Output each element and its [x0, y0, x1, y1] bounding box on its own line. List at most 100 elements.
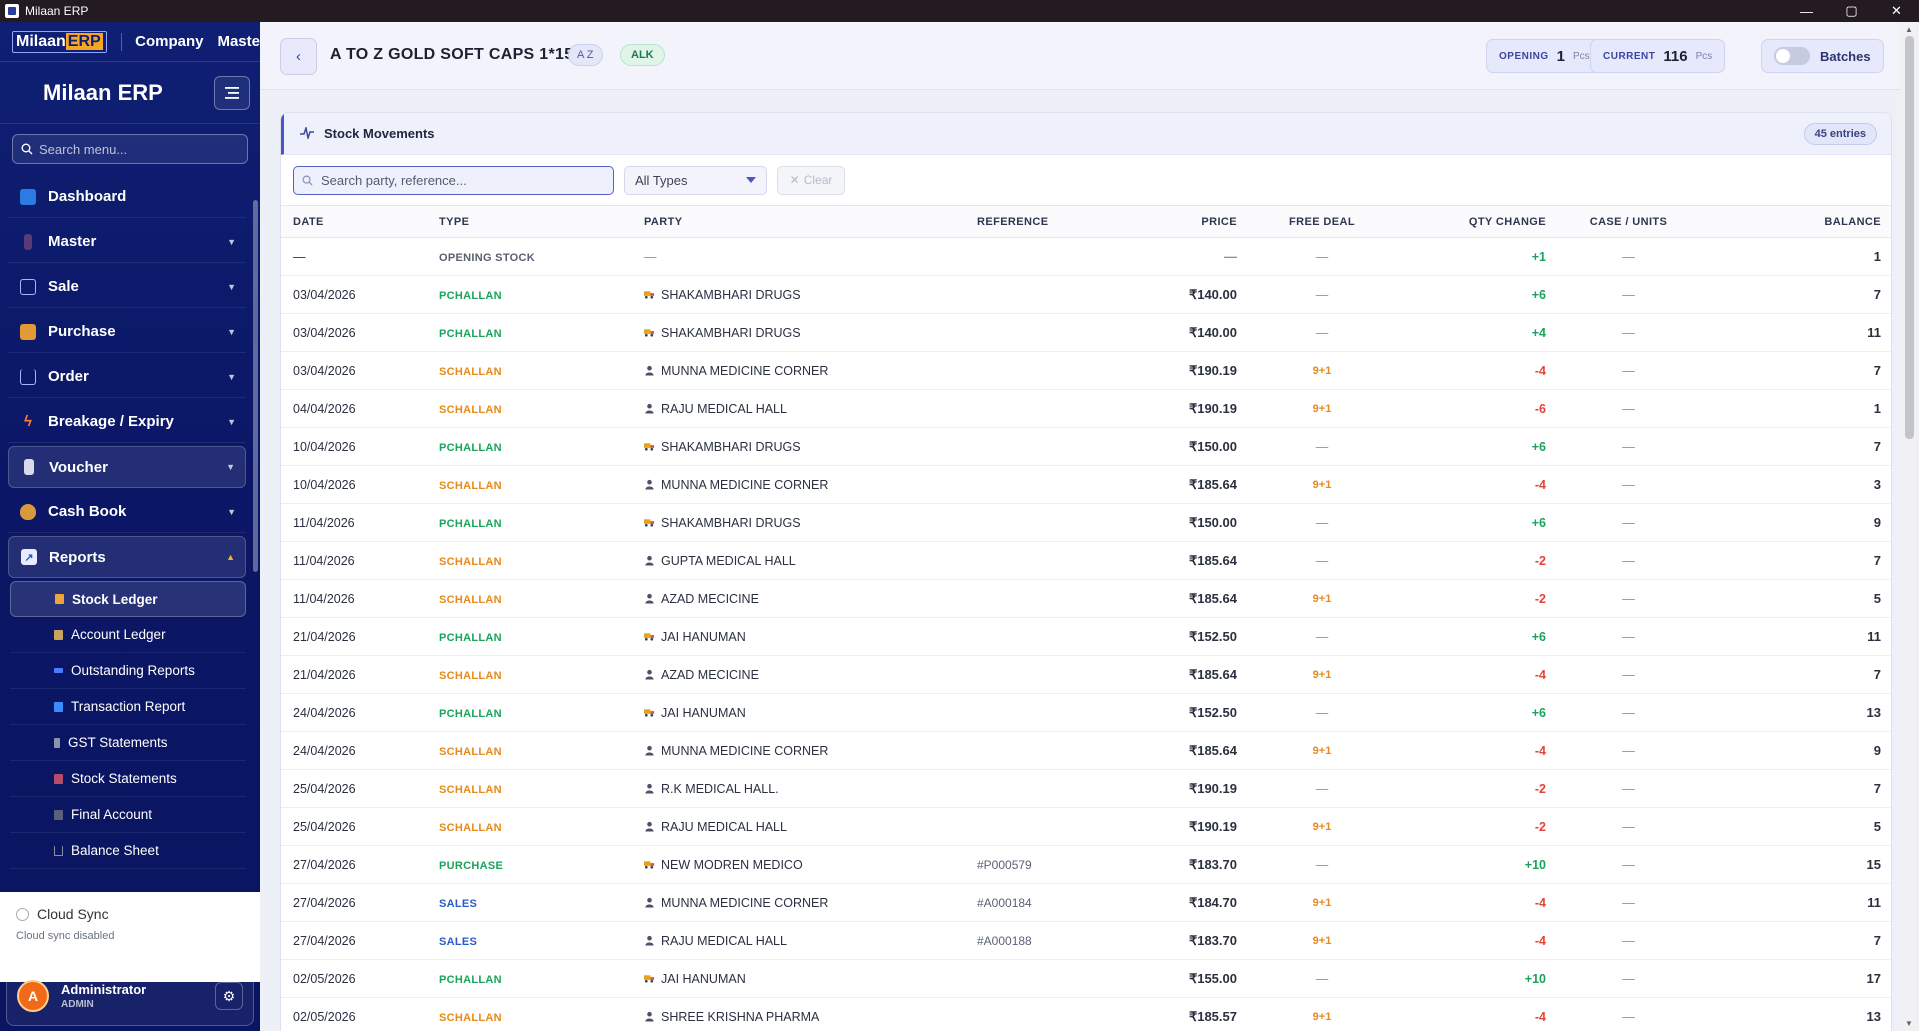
- user-profile[interactable]: A Administrator ADMIN ⚙: [6, 966, 254, 1026]
- table-row[interactable]: 25/04/2026 SCHALLAN R.K MEDICAL HALL. ₹190.…: [281, 769, 1891, 808]
- cell-reference[interactable]: #P000579: [977, 845, 1117, 884]
- table-row[interactable]: 10/04/2026 PCHALLAN SHAKAMBHARI DRUGS ₹150.…: [281, 427, 1891, 466]
- cell-reference[interactable]: [977, 313, 1117, 352]
- table-row[interactable]: 11/04/2026 SCHALLAN GUPTA MEDICAL HALL ₹185…: [281, 541, 1891, 580]
- table-row[interactable]: 03/04/2026 PCHALLAN SHAKAMBHARI DRUGS ₹140.…: [281, 313, 1891, 352]
- cell-case-units: —: [1546, 541, 1711, 580]
- maximize-button[interactable]: ▢: [1845, 3, 1858, 18]
- table-row[interactable]: 02/05/2026 PCHALLAN JAI HANUMAN ₹155.00— +10…: [281, 959, 1891, 998]
- cloud-sync-panel: Cloud Sync Cloud sync disabled: [0, 892, 260, 982]
- back-button[interactable]: ‹: [280, 38, 317, 75]
- column-header-price[interactable]: PRICE: [1117, 205, 1237, 238]
- cell-balance: 7: [1711, 655, 1891, 694]
- page-scrollbar[interactable]: ▲ ▼: [1900, 22, 1919, 1031]
- cell-reference[interactable]: [977, 617, 1117, 656]
- cell-reference[interactable]: [977, 693, 1117, 732]
- sidebar-item-order[interactable]: Order ▼: [8, 356, 246, 398]
- cloud-sync-radio[interactable]: [16, 907, 29, 921]
- gear-icon[interactable]: ⚙: [215, 982, 243, 1010]
- sidebar-item-cash-book[interactable]: Cash Book ▼: [8, 491, 246, 533]
- table-row[interactable]: 27/04/2026 SALES MUNNA MEDICINE CORNER #A00…: [281, 883, 1891, 922]
- toggle-switch[interactable]: [1774, 47, 1810, 65]
- sidebar-item-reports[interactable]: ↗ Reports ▲: [8, 536, 246, 578]
- topnav-company[interactable]: Company: [135, 33, 204, 50]
- sidebar-scrollbar[interactable]: [253, 200, 258, 572]
- sidebar-search-input[interactable]: [39, 141, 239, 157]
- column-header-qty-change[interactable]: QTY CHANGE: [1407, 205, 1546, 238]
- table-row[interactable]: 04/04/2026 SCHALLAN RAJU MEDICAL HALL ₹190.…: [281, 389, 1891, 428]
- cell-reference[interactable]: [977, 997, 1117, 1031]
- app-logo[interactable]: Milaan ERP: [12, 30, 107, 53]
- scroll-up-icon[interactable]: ▲: [1905, 25, 1913, 34]
- cell-reference[interactable]: [977, 389, 1117, 428]
- cell-reference[interactable]: [977, 579, 1117, 618]
- batches-toggle[interactable]: Batches: [1761, 39, 1884, 73]
- cell-reference[interactable]: [977, 807, 1117, 846]
- sidebar-item-dashboard[interactable]: Dashboard: [8, 176, 246, 218]
- table-row[interactable]: 10/04/2026 SCHALLAN MUNNA MEDICINE CORNER ₹…: [281, 465, 1891, 504]
- table-row[interactable]: 11/04/2026 SCHALLAN AZAD MECICINE ₹185.64 9+…: [281, 579, 1891, 618]
- sidebar-subitem-final-account[interactable]: Final Account: [10, 797, 246, 833]
- person-icon: [645, 821, 654, 832]
- clear-button[interactable]: ✕ Clear: [777, 165, 845, 195]
- table-row[interactable]: 27/04/2026 PURCHASE NEW MODREN MEDICO #P000…: [281, 845, 1891, 884]
- column-header-party[interactable]: PARTY: [644, 205, 977, 238]
- cell-type: PCHALLAN: [439, 427, 644, 466]
- cell-reference[interactable]: [977, 769, 1117, 808]
- table-row[interactable]: 24/04/2026 SCHALLAN MUNNA MEDICINE CORNER ₹…: [281, 731, 1891, 770]
- close-button[interactable]: ✕: [1891, 3, 1902, 18]
- table-row[interactable]: 03/04/2026 SCHALLAN MUNNA MEDICINE CORNER ₹…: [281, 351, 1891, 390]
- sidebar-subitem-gst-statements[interactable]: GST Statements: [10, 725, 246, 761]
- table-row[interactable]: 02/05/2026 SCHALLAN SHREE KRISHNA PHARMA ₹1…: [281, 997, 1891, 1031]
- sidebar-subitem-stock-ledger[interactable]: Stock Ledger: [10, 581, 246, 617]
- cell-reference[interactable]: [977, 465, 1117, 504]
- type-badge: PCHALLAN: [439, 973, 502, 986]
- table-row[interactable]: 21/04/2026 PCHALLAN JAI HANUMAN ₹152.50— +6—…: [281, 617, 1891, 656]
- type-filter-select[interactable]: All Types: [624, 165, 767, 195]
- table-row[interactable]: 24/04/2026 PCHALLAN JAI HANUMAN ₹152.50— +6—…: [281, 693, 1891, 732]
- party-search-input[interactable]: [321, 172, 605, 188]
- topnav-master[interactable]: Maste: [217, 33, 260, 50]
- cell-reference[interactable]: [977, 503, 1117, 542]
- opening-label: OPENING: [1499, 50, 1549, 62]
- cell-reference[interactable]: [977, 351, 1117, 390]
- scrollbar-thumb[interactable]: [1905, 36, 1914, 439]
- table-row[interactable]: 27/04/2026 SALES RAJU MEDICAL HALL #A000188…: [281, 921, 1891, 960]
- sidebar-item-purchase[interactable]: Purchase ▼: [8, 311, 246, 353]
- sidebar-item-sale[interactable]: Sale ▼: [8, 266, 246, 308]
- table-row[interactable]: 11/04/2026 PCHALLAN SHAKAMBHARI DRUGS ₹150.…: [281, 503, 1891, 542]
- cell-reference[interactable]: #A000184: [977, 883, 1117, 922]
- column-header-balance[interactable]: BALANCE: [1711, 205, 1891, 238]
- sidebar-subitem-outstanding-reports[interactable]: Outstanding Reports: [10, 653, 246, 689]
- sidebar-item-voucher[interactable]: Voucher ▼: [8, 446, 246, 488]
- cell-case-units: —: [1546, 465, 1711, 504]
- sidebar-subitem-label: Balance Sheet: [71, 843, 159, 858]
- sidebar-item-breakage-expiry[interactable]: ϟ Breakage / Expiry ▼: [8, 401, 246, 443]
- sidebar-item-master[interactable]: Master ▼: [8, 221, 246, 263]
- sidebar-subitem-stock-statements[interactable]: Stock Statements: [10, 761, 246, 797]
- table-row[interactable]: — OPENING STOCK — — — +1—1: [281, 237, 1891, 276]
- table-row[interactable]: 03/04/2026 PCHALLAN SHAKAMBHARI DRUGS ₹140.…: [281, 275, 1891, 314]
- cell-reference[interactable]: [977, 237, 1117, 276]
- column-header-free-deal[interactable]: FREE DEAL: [1237, 205, 1407, 238]
- scroll-down-icon[interactable]: ▼: [1905, 1019, 1913, 1028]
- cell-reference[interactable]: [977, 541, 1117, 580]
- sidebar-subitem-account-ledger[interactable]: Account Ledger: [10, 617, 246, 653]
- cell-reference[interactable]: [977, 427, 1117, 466]
- column-header-case-units[interactable]: CASE / UNITS: [1546, 205, 1711, 238]
- cell-reference[interactable]: [977, 731, 1117, 770]
- sidebar-subitem-transaction-report[interactable]: Transaction Report: [10, 689, 246, 725]
- sidebar-subitem-balance-sheet[interactable]: Balance Sheet: [10, 833, 246, 869]
- column-header-type[interactable]: TYPE: [439, 205, 644, 238]
- table-row[interactable]: 21/04/2026 SCHALLAN AZAD MECICINE ₹185.64 9+…: [281, 655, 1891, 694]
- cell-reference[interactable]: [977, 959, 1117, 998]
- column-header-date[interactable]: DATE: [281, 205, 439, 238]
- cell-price: ₹185.57: [1117, 997, 1237, 1031]
- table-row[interactable]: 25/04/2026 SCHALLAN RAJU MEDICAL HALL ₹190.…: [281, 807, 1891, 846]
- column-header-reference[interactable]: REFERENCE: [977, 205, 1117, 238]
- menu-toggle-button[interactable]: [214, 75, 250, 110]
- cell-reference[interactable]: [977, 655, 1117, 694]
- cell-reference[interactable]: [977, 275, 1117, 314]
- cell-reference[interactable]: #A000188: [977, 921, 1117, 960]
- minimize-button[interactable]: —: [1800, 3, 1813, 19]
